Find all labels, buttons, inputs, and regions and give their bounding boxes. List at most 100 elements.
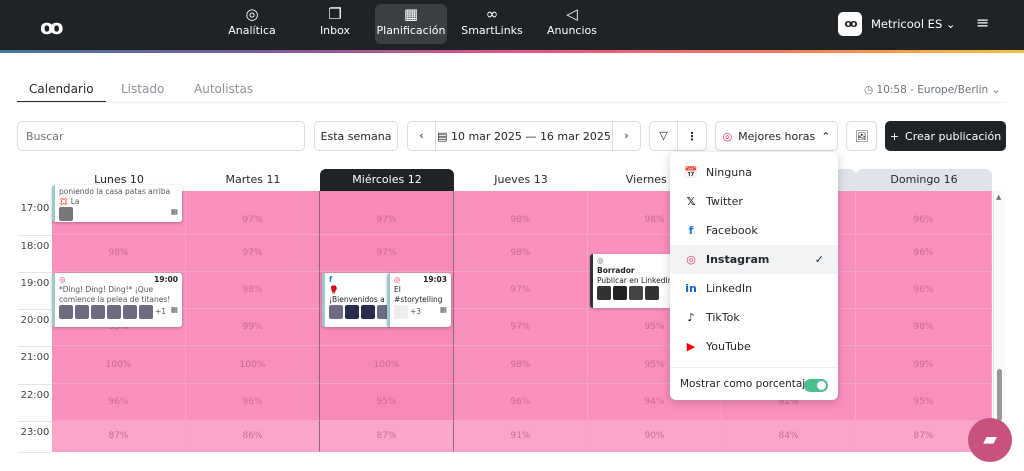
best-hour-cell[interactable]: 95% xyxy=(856,384,992,421)
this-week-button[interactable]: Esta semana xyxy=(314,121,398,151)
search-input[interactable] xyxy=(17,121,305,151)
option-youtube[interactable]: ▶ YouTube xyxy=(670,332,838,361)
post-card[interactable]: ◎19:03 El #storytelling no es magia. +3▦ xyxy=(387,273,451,327)
nav-inbox[interactable]: ❐ Inbox xyxy=(299,4,371,44)
day-header[interactable]: Miércoles 12 xyxy=(320,169,454,191)
grid-icon: ▦ xyxy=(170,305,178,314)
video-thumbnail xyxy=(59,207,73,221)
hour-label: 20:00 xyxy=(20,315,50,326)
link-icon: ∞ xyxy=(485,5,499,23)
best-hour-cell[interactable]: 98% xyxy=(454,191,588,235)
best-hour-cell[interactable]: 97% xyxy=(320,235,454,272)
best-hour-cell[interactable]: 95% xyxy=(320,384,454,421)
facebook-icon: f xyxy=(329,275,333,284)
filter-icon[interactable]: ▽ xyxy=(650,122,678,150)
divider xyxy=(670,367,838,368)
tab-calendario[interactable]: Calendario xyxy=(17,82,106,103)
best-hour-cell[interactable]: 98% xyxy=(454,346,588,384)
best-hour-cell[interactable]: 96% xyxy=(856,272,992,309)
inbox-icon: ❐ xyxy=(328,5,342,23)
tab-autolistas[interactable]: Autolistas xyxy=(194,82,254,96)
metricool-logo[interactable]: oo xyxy=(40,15,64,39)
day-header[interactable]: Lunes 10 xyxy=(94,173,144,186)
plus-icon: + xyxy=(889,129,900,143)
option-ninguna[interactable]: 📅 Ninguna xyxy=(684,166,752,179)
best-hour-cell[interactable]: 98% xyxy=(52,235,186,272)
best-hour-cell[interactable]: 98% xyxy=(186,272,320,309)
best-hour-cell[interactable]: 91% xyxy=(454,421,588,452)
instagram-icon: ◎ xyxy=(59,275,66,284)
day-header[interactable]: Martes 11 xyxy=(225,173,281,186)
option-linkedin[interactable]: in LinkedIn xyxy=(685,282,753,295)
best-hour-cell[interactable]: 100% xyxy=(52,346,186,384)
post-card[interactable]: ◎ 19:00 *Ding! Ding! Ding!* ¡Que comience… xyxy=(52,273,182,327)
best-hour-cell[interactable]: 98% xyxy=(856,309,992,346)
nav-smartlinks[interactable]: ∞ SmartLinks xyxy=(456,4,528,44)
best-hour-cell[interactable]: 96% xyxy=(856,235,992,272)
hamburger-menu-icon[interactable]: ≡ xyxy=(976,13,990,32)
best-hour-cell[interactable]: 96% xyxy=(52,384,186,421)
hour-label: 21:00 xyxy=(20,352,50,363)
chat-button[interactable]: ▰ xyxy=(968,418,1012,462)
best-hour-cell[interactable]: 87% xyxy=(320,421,454,452)
account-switcher[interactable]: Metricool ES ⌄ xyxy=(871,17,956,31)
best-hour-cell[interactable]: 97% xyxy=(454,272,588,309)
nav-anuncios[interactable]: ◁ Anuncios xyxy=(536,4,608,44)
prev-week-button[interactable]: ‹ xyxy=(408,122,436,150)
best-hour-cell[interactable]: 90% xyxy=(588,421,722,452)
best-hour-cell[interactable]: 96% xyxy=(454,384,588,421)
check-icon: ✓ xyxy=(814,253,824,266)
best-hour-cell[interactable]: 100% xyxy=(320,346,454,384)
create-post-button[interactable]: + Crear publicación xyxy=(885,121,1006,151)
timezone-selector[interactable]: ◷ 10:58 - Europe/Berlin ⌄ xyxy=(864,84,1001,96)
post-card[interactable]: poniendo la casa patas arriba 💢 La ▦ xyxy=(52,185,182,222)
best-hour-cell[interactable]: 97% xyxy=(186,235,320,272)
best-hours-dropdown[interactable]: ◎ Mejores horas ⌃ xyxy=(715,121,838,151)
show-percentage-toggle[interactable] xyxy=(804,379,828,392)
hour-label: 19:00 xyxy=(20,278,50,289)
best-hour-cell[interactable]: 100% xyxy=(186,346,320,384)
day-header[interactable]: Domingo 16 xyxy=(856,169,992,191)
scrollbar[interactable]: ▲ xyxy=(993,191,1005,452)
best-hour-cell[interactable]: 84% xyxy=(722,421,856,452)
x-icon: 𝕏 xyxy=(686,195,696,208)
best-hour-cell[interactable]: 96% xyxy=(186,384,320,421)
nav-planificación[interactable]: ▦ Planificación xyxy=(375,4,447,44)
more-options-icon[interactable]: ⋮ xyxy=(686,129,698,143)
best-hour-cell[interactable]: 96% xyxy=(856,191,992,235)
clock-icon: ◷ xyxy=(864,84,874,96)
facebook-icon: f xyxy=(688,224,694,237)
nav-analítica[interactable]: ◎ Analítica xyxy=(216,4,288,44)
instagram-icon: ◎ xyxy=(686,253,696,266)
hour-label: 17:00 xyxy=(20,203,50,214)
option-instagram[interactable]: ◎ Instagram ✓ xyxy=(670,245,838,274)
day-header[interactable]: Viernes 14 xyxy=(625,173,685,186)
grid-icon: ▦ xyxy=(439,305,447,314)
date-range[interactable]: ▤ 10 mar 2025 — 16 mar 2025 xyxy=(437,129,611,143)
instagram-icon: ◎ xyxy=(394,275,401,284)
best-hour-cell[interactable]: 97% xyxy=(186,191,320,235)
account-avatar[interactable]: oo xyxy=(838,12,862,36)
post-card-draft[interactable]: ◎ Borrador Publicar en LinkedIn si xyxy=(590,254,672,308)
option-facebook[interactable]: f Facebook xyxy=(670,216,838,245)
media-library-button[interactable]: 🖼 xyxy=(846,121,877,151)
post-card[interactable]: f 🥊 ¡Bienvenidos a sociales! 🥊 Cuatr xyxy=(322,273,392,327)
day-header[interactable]: Jueves 13 xyxy=(494,173,548,186)
tiktok-icon: ♪ xyxy=(687,311,695,324)
best-hour-cell[interactable]: 87% xyxy=(52,421,186,452)
option-tiktok[interactable]: ♪ TikTok xyxy=(670,303,838,332)
calendar-icon: ▦ xyxy=(403,5,419,23)
instagram-icon: ◎ xyxy=(597,256,604,265)
best-hour-cell[interactable]: 98% xyxy=(454,235,588,272)
top-nav: oo ◎ Analítica ❐ Inbox ▦ Planificación ∞ SmartL… xyxy=(0,0,1024,50)
tab-listado[interactable]: Listado xyxy=(121,82,165,96)
best-hour-cell[interactable]: 99% xyxy=(186,309,320,346)
best-hour-cell[interactable]: 86% xyxy=(186,421,320,452)
option-twitter[interactable]: 𝕏 Twitter xyxy=(670,187,838,216)
best-hour-cell[interactable]: 97% xyxy=(454,309,588,346)
chat-icon: ▰ xyxy=(983,429,997,450)
next-week-button[interactable]: › xyxy=(612,122,640,150)
best-hour-cell[interactable]: 99% xyxy=(856,346,992,384)
calendar-clock-icon: 📅 xyxy=(684,166,698,179)
best-hour-cell[interactable]: 97% xyxy=(320,191,454,235)
